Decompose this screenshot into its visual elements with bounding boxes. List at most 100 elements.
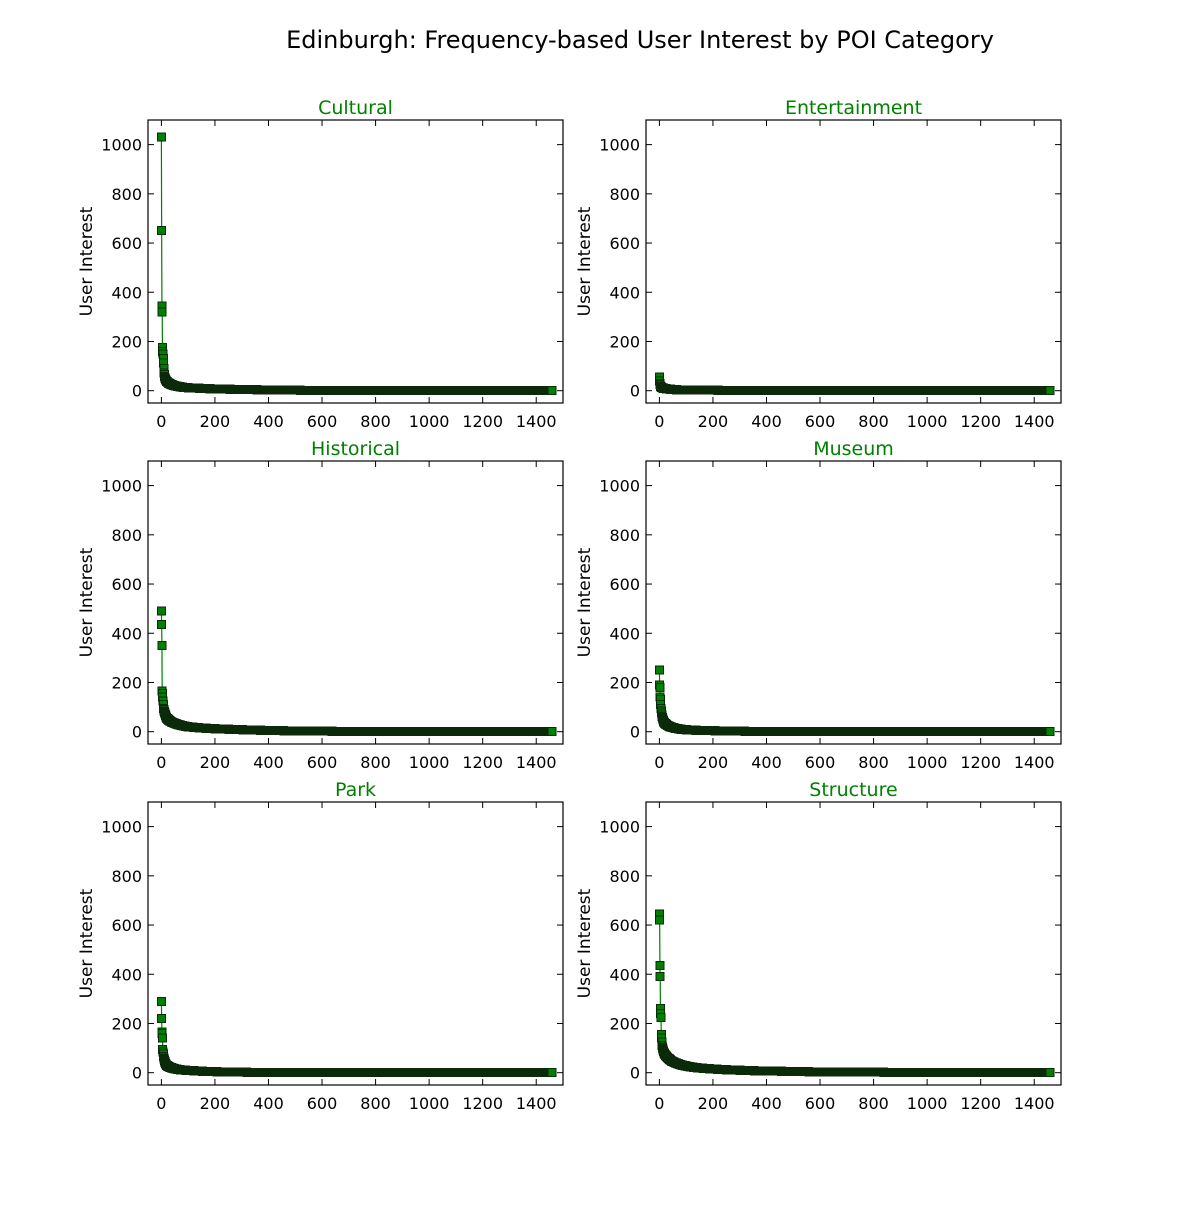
data-point bbox=[1045, 386, 1055, 395]
x-tick-label: 0 bbox=[156, 1094, 166, 1113]
y-tick-label: 200 bbox=[609, 332, 640, 351]
x-tick-label: 400 bbox=[253, 753, 284, 772]
panel-title: Entertainment bbox=[785, 97, 922, 119]
panel-title: Museum bbox=[813, 438, 894, 460]
y-tick-label: 800 bbox=[609, 526, 640, 545]
data-point bbox=[157, 997, 166, 1006]
y-tick-label: 600 bbox=[111, 916, 142, 935]
x-tick-label: 800 bbox=[360, 412, 391, 431]
data-point bbox=[1045, 727, 1055, 736]
x-tick-label: 600 bbox=[805, 412, 836, 431]
x-tick-label: 1000 bbox=[907, 412, 948, 431]
data-point bbox=[157, 1014, 166, 1023]
panels: Cultural User Interest 0 200 400 600 800 1000 12… bbox=[77, 97, 1062, 1113]
y-tick-label: 0 bbox=[132, 1064, 142, 1083]
y-tick-label: 800 bbox=[111, 185, 142, 204]
axes-frame bbox=[147, 460, 564, 745]
axes-frame bbox=[147, 119, 564, 404]
x-tick-label: 1400 bbox=[516, 412, 557, 431]
x-tick-label: 1000 bbox=[409, 1094, 450, 1113]
y-tick-label: 400 bbox=[609, 283, 640, 302]
x-tick-label: 1000 bbox=[907, 753, 948, 772]
panel-title: Cultural bbox=[318, 97, 393, 119]
x-tick-label: 1400 bbox=[1014, 412, 1055, 431]
y-tick-label: 1000 bbox=[599, 136, 640, 155]
panel-cultural: Cultural User Interest 0 200 400 600 800 1000 12… bbox=[77, 97, 564, 431]
x-tick-label: 200 bbox=[698, 412, 729, 431]
x-tick-label: 200 bbox=[200, 753, 231, 772]
y-tick-label: 200 bbox=[609, 673, 640, 692]
y-tick-label: 400 bbox=[111, 965, 142, 984]
data-point bbox=[656, 1013, 666, 1022]
x-tick-label: 800 bbox=[360, 753, 391, 772]
y-tick-label: 1000 bbox=[101, 477, 142, 496]
x-tick-label: 1200 bbox=[462, 753, 503, 772]
figure-title: Edinburgh: Frequency-based User Interest… bbox=[286, 26, 994, 54]
x-tick-label: 200 bbox=[698, 753, 729, 772]
data-point bbox=[157, 132, 166, 142]
data-point bbox=[157, 606, 166, 616]
y-tick-label: 1000 bbox=[101, 136, 142, 155]
data-point bbox=[157, 641, 167, 650]
axes-frame bbox=[645, 119, 1062, 404]
series-line bbox=[160, 137, 553, 392]
y-tick-label: 800 bbox=[111, 867, 142, 886]
data-point bbox=[157, 307, 167, 317]
y-tick-label: 200 bbox=[111, 673, 142, 692]
x-tick-label: 800 bbox=[858, 753, 889, 772]
y-tick-label: 800 bbox=[609, 185, 640, 204]
x-tick-label: 1400 bbox=[1014, 753, 1055, 772]
x-tick-label: 0 bbox=[654, 412, 664, 431]
x-tick-label: 1200 bbox=[960, 753, 1001, 772]
series-line bbox=[658, 670, 1051, 733]
x-tick-label: 200 bbox=[200, 1094, 231, 1113]
panel-title: Structure bbox=[809, 779, 897, 801]
x-tick-label: 400 bbox=[751, 412, 782, 431]
y-tick-label: 600 bbox=[609, 234, 640, 253]
x-tick-label: 0 bbox=[156, 412, 166, 431]
data-point bbox=[157, 620, 166, 629]
series-markers bbox=[655, 372, 1055, 395]
series-markers bbox=[157, 606, 557, 736]
y-axis-label: User Interest bbox=[77, 888, 97, 998]
x-tick-label: 0 bbox=[654, 753, 664, 772]
data-point bbox=[547, 386, 557, 395]
x-tick-label: 600 bbox=[307, 1094, 338, 1113]
series-line bbox=[160, 1001, 553, 1074]
y-axis-label: User Interest bbox=[77, 206, 97, 316]
y-axis-label: User Interest bbox=[77, 547, 97, 657]
data-point bbox=[655, 972, 665, 981]
data-point bbox=[547, 727, 557, 736]
y-tick-label: 200 bbox=[111, 1014, 142, 1033]
panel-title: Park bbox=[335, 779, 376, 801]
x-tick-label: 1400 bbox=[516, 1094, 557, 1113]
panel-title: Historical bbox=[311, 438, 400, 460]
y-tick-label: 600 bbox=[111, 234, 142, 253]
y-tick-label: 200 bbox=[111, 332, 142, 351]
axes-frame bbox=[147, 801, 564, 1086]
series-markers bbox=[655, 665, 1055, 736]
data-point bbox=[158, 1033, 167, 1043]
axes-frame bbox=[645, 460, 1062, 745]
y-tick-label: 400 bbox=[111, 283, 142, 302]
x-tick-label: 400 bbox=[751, 753, 782, 772]
x-tick-label: 1000 bbox=[409, 753, 450, 772]
y-tick-label: 1000 bbox=[599, 477, 640, 496]
x-tick-label: 800 bbox=[858, 412, 889, 431]
data-point bbox=[655, 665, 664, 675]
x-tick-label: 1200 bbox=[960, 412, 1001, 431]
y-tick-label: 0 bbox=[132, 382, 142, 401]
x-tick-label: 1400 bbox=[516, 753, 557, 772]
x-tick-label: 1200 bbox=[462, 412, 503, 431]
y-tick-label: 800 bbox=[111, 526, 142, 545]
x-tick-label: 600 bbox=[307, 753, 338, 772]
data-point bbox=[655, 915, 664, 925]
x-tick-label: 0 bbox=[156, 753, 166, 772]
x-tick-label: 600 bbox=[307, 412, 338, 431]
y-tick-label: 1000 bbox=[101, 818, 142, 837]
y-tick-label: 0 bbox=[630, 723, 640, 742]
x-tick-label: 400 bbox=[253, 412, 284, 431]
